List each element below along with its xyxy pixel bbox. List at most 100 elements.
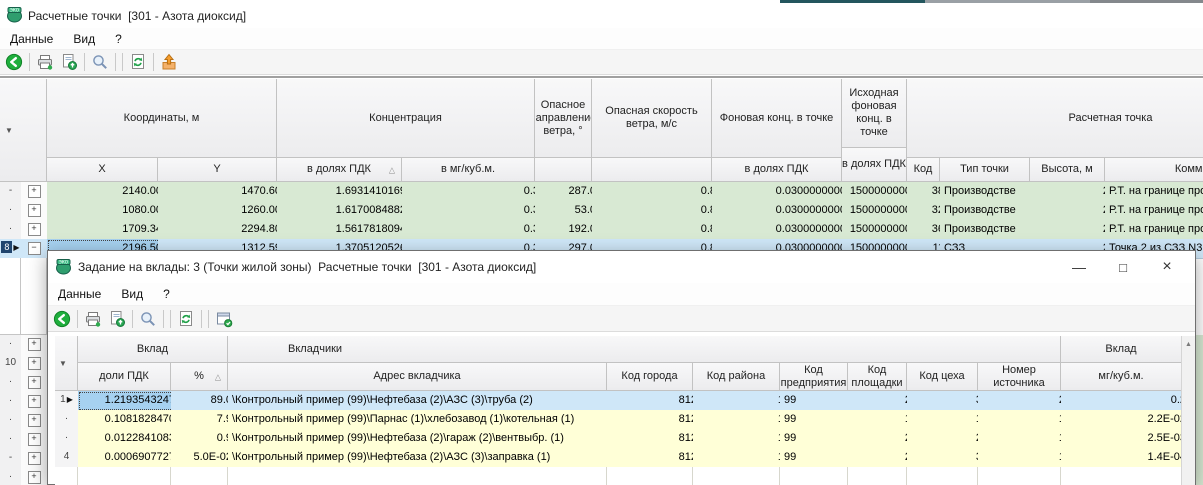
column-group-concentration[interactable]: Концентрация (277, 79, 535, 158)
expand-icon[interactable]: + (28, 338, 41, 351)
row-expand-toggle[interactable]: − (21, 239, 48, 259)
column-group-contributors[interactable]: Вкладчики (228, 336, 1061, 363)
row-expand-toggle[interactable]: + (21, 430, 48, 450)
cell-vys[interactable]: 2 (1030, 220, 1114, 240)
cell-mg[interactable]: 0.3 (402, 201, 544, 221)
column-city-code[interactable]: Код города (607, 363, 693, 391)
cell-y[interactable]: 1260.00 (158, 201, 286, 221)
grid-corner-dropdown[interactable]: ▼ (55, 336, 78, 391)
column-group-initial-background[interactable]: Исходная фоновая конц. в точке (842, 79, 907, 148)
row-indicator[interactable]: 1▶ (55, 391, 79, 411)
cell-x[interactable]: 2140.00 (47, 182, 167, 202)
contributor-row[interactable]: ·0.01228410830.9\Контрольный пример (99)… (48, 429, 1182, 448)
table-row[interactable]: ·+1080.001260.001.61700848820.353.00.80.… (0, 201, 1203, 220)
cell-plo[interactable]: 2 (848, 448, 916, 468)
cell-ray[interactable]: 1 (693, 391, 789, 411)
print-icon[interactable] (33, 51, 57, 73)
cell-pdk[interactable]: 1.5617818094 (277, 220, 411, 240)
back-icon[interactable] (50, 308, 74, 330)
cell-x[interactable]: 1709.34 (47, 220, 167, 240)
row-expand-toggle[interactable]: + (21, 449, 48, 469)
cell-ceh[interactable]: 3 (907, 448, 987, 468)
export-page-icon[interactable] (57, 51, 81, 73)
row-expand-toggle[interactable]: + (21, 392, 48, 412)
cell-pred[interactable]: 99 (780, 410, 857, 430)
export-page-icon[interactable] (105, 308, 129, 330)
row-expand-toggle[interactable]: + (21, 220, 48, 240)
upload-icon[interactable] (157, 51, 181, 73)
expand-icon[interactable]: + (28, 395, 41, 408)
cell-mg[interactable]: 2.2E-02 (1061, 410, 1191, 430)
menu-view[interactable]: Вид (111, 285, 153, 303)
search-icon[interactable] (136, 308, 160, 330)
grid-corner-dropdown[interactable]: ▼ (0, 79, 47, 182)
column-initial-background-pdk-share[interactable]: в долях ПДК (842, 148, 907, 182)
column-x[interactable]: X (47, 158, 158, 182)
column-site-code[interactable]: Код площадки (848, 363, 907, 391)
expand-icon[interactable]: + (28, 185, 41, 198)
cell-plo[interactable]: 2 (848, 391, 916, 411)
menu-data[interactable]: Данные (0, 30, 63, 48)
cell-fon[interactable]: 0.0300000000 (712, 182, 851, 202)
refresh-icon[interactable] (126, 51, 150, 73)
column-danger-speed[interactable]: Опасная скорость ветра, м/с (592, 79, 712, 158)
cell-tip[interactable]: Производстве (940, 182, 1039, 202)
cell-pdk[interactable]: 0.0122841083 (78, 429, 180, 449)
cell-speed[interactable]: 0.8 (592, 182, 721, 202)
column-comment[interactable]: Комментарий (1105, 158, 1203, 182)
cell-addr[interactable]: \Контрольный пример (99)\Парнас (1)\хлеб… (228, 410, 616, 430)
column-y[interactable]: Y (158, 158, 277, 182)
column-group-background-conc[interactable]: Фоновая конц. в точке (712, 79, 842, 158)
cell-addr[interactable]: \Контрольный пример (99)\Нефтебаза (2)\А… (228, 448, 616, 468)
cell-ceh[interactable]: 3 (907, 391, 987, 411)
column-point-type[interactable]: Тип точки (940, 158, 1030, 182)
column-shop-code[interactable]: Код цеха (907, 363, 978, 391)
search-icon[interactable] (88, 51, 112, 73)
row-indicator[interactable]: 10 (0, 354, 22, 374)
cell-pdk[interactable]: 0.1081828470 (78, 410, 180, 430)
cell-pdk[interactable]: 1.6931410169 (277, 182, 411, 202)
cell-mg[interactable]: 0.3 (402, 182, 544, 202)
column-pdk-share[interactable]: в долях ПДК △ (277, 158, 402, 182)
row-expand-toggle[interactable]: + (21, 354, 48, 374)
contributor-row[interactable]: 1▶1.219354324789.0\Контрольный пример (9… (48, 391, 1182, 410)
close-button[interactable]: × (1145, 258, 1189, 276)
cell-ceh[interactable]: 2 (907, 429, 987, 449)
cell-plo[interactable]: 1 (848, 410, 916, 430)
column-mg-m3[interactable]: в мг/куб.м. (402, 158, 535, 182)
column-percent[interactable]: % △ (171, 363, 228, 391)
row-indicator[interactable]: · (0, 468, 22, 485)
cell-mg[interactable]: 0.2 (1061, 391, 1191, 411)
contributor-row[interactable]: ·0.10818284707.9\Контрольный пример (99)… (48, 410, 1182, 429)
column-group-contribution[interactable]: Вклад (78, 336, 228, 363)
row-indicator[interactable]: · (0, 335, 22, 355)
column-group-contribution-mg[interactable]: Вклад (1061, 336, 1182, 363)
column-danger-direction[interactable]: Опасное направление ветра, ° (535, 79, 592, 158)
minimize-button[interactable]: — (1057, 259, 1101, 275)
column-background-pdk-share[interactable]: в долях ПДК (712, 158, 842, 182)
cell-comm[interactable]: Р.Т. на границе про (1105, 220, 1203, 240)
cell-comm[interactable]: Р.Т. на границе про (1105, 201, 1203, 221)
menu-help[interactable]: ? (153, 285, 180, 303)
row-indicator[interactable]: · (55, 429, 79, 449)
expand-icon[interactable]: + (28, 204, 41, 217)
row-expand-toggle[interactable]: + (21, 468, 48, 485)
cell-speed[interactable]: 0.8 (592, 220, 721, 240)
column-height[interactable]: Высота, м (1030, 158, 1105, 182)
cell-pred[interactable]: 99 (780, 391, 857, 411)
cell-y[interactable]: 2294.80 (158, 220, 286, 240)
form-check-icon[interactable] (212, 308, 236, 330)
expand-icon[interactable]: + (28, 433, 41, 446)
column-enterprise-code[interactable]: Код предприятия (780, 363, 848, 391)
cell-pdk[interactable]: 1.6170084882 (277, 201, 411, 221)
row-expand-toggle[interactable]: + (21, 411, 48, 431)
refresh-icon[interactable] (174, 308, 198, 330)
cell-mg[interactable]: 1.4E-04 (1061, 448, 1191, 468)
scroll-up-icon[interactable]: ▲ (1182, 336, 1195, 352)
expand-icon[interactable]: + (28, 414, 41, 427)
column-source-number[interactable]: Номер источника (978, 363, 1061, 391)
cell-isx[interactable]: 1500000000 (842, 182, 916, 202)
expand-icon[interactable]: + (28, 452, 41, 465)
cell-comm[interactable]: Р.Т. на границе про (1105, 182, 1203, 202)
row-indicator[interactable]: · (0, 220, 22, 240)
